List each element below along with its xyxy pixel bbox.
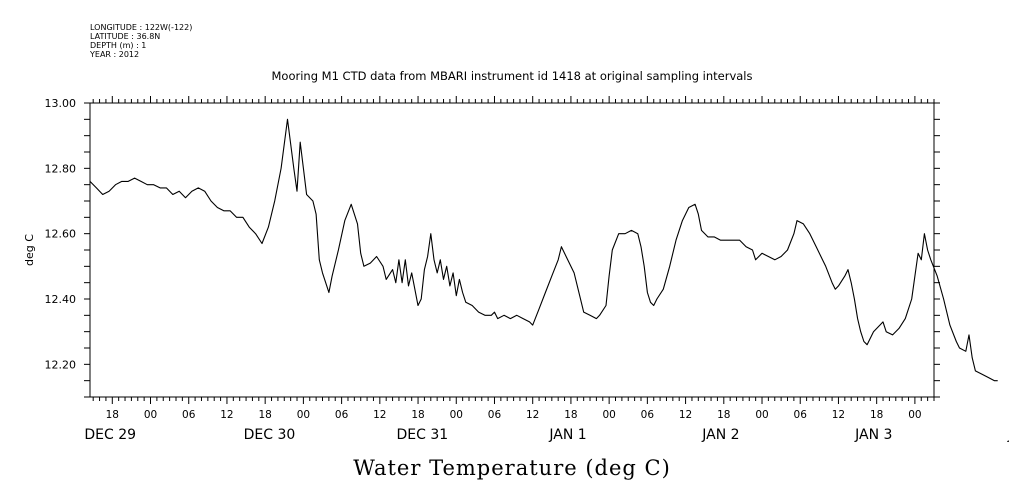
x-hour-label: 06 [182,409,196,421]
x-hour-label: 12 [679,409,692,421]
x-hour-label: 00 [755,409,768,421]
meta-depth: DEPTH (m) : 1 [90,41,146,50]
y-tick-label: 13.00 [45,97,77,110]
series-line [89,118,998,382]
y-axis-label: deg C [23,234,36,266]
meta-longitude: LONGITUDE : 122W(-122) [90,23,192,32]
x-hour-label: 18 [717,409,730,421]
x-hour-label: 06 [794,409,808,421]
x-hour-label: 00 [297,409,310,421]
meta-latitude: LATITUDE : 36.8N [90,32,160,41]
y-axis: 13.00 12.80 12.60 12.40 12.20 [45,97,940,398]
y-tick-label: 12.60 [45,228,77,241]
x-day-label: DEC 31 [396,427,448,443]
x-day-label: DEC 29 [84,427,136,443]
x-hour-label: 18 [564,409,577,421]
x-day-label: JAN 3 [854,427,892,443]
plot-frame [89,102,935,398]
x-day-label: DEC 30 [244,427,296,443]
x-hour-label: 18 [870,409,883,421]
x-hour-label: 06 [488,409,502,421]
x-hour-label: 00 [602,409,615,421]
x-day-label: JAN 4 [1007,427,1009,443]
x-day-label: JAN 1 [548,427,586,443]
metadata-block: LONGITUDE : 122W(-122) LATITUDE : 36.8N … [89,23,192,59]
x-hour-label: 18 [258,409,271,421]
meta-year: YEAR : 2012 [89,50,139,59]
x-hour-label: 12 [220,409,233,421]
x-hour-label: 12 [832,409,845,421]
series-layer [89,118,998,382]
chart-title: Mooring M1 CTD data from MBARI instrumen… [272,69,753,83]
x-hour-label: 00 [144,409,157,421]
x-hour-label: 00 [908,409,921,421]
x-axis: 18 00 06 12 18 00 06 12 18 00 06 12 18 00 06 12 18 00 06 12… [84,96,1009,443]
y-tick-label: 12.40 [45,293,77,306]
x-hour-label: 00 [450,409,463,421]
x-hour-label: 06 [641,409,655,421]
y-tick-label: 12.80 [45,162,77,175]
y-tick-label: 12.20 [45,358,77,371]
x-hour-label: 18 [411,409,424,421]
x-hour-label: 12 [526,409,539,421]
x-axis-label: Water Temperature (deg C) [353,456,671,480]
x-day-label: JAN 2 [701,427,739,443]
x-hour-label: 12 [373,409,386,421]
x-hour-label: 06 [335,409,349,421]
x-hour-label: 18 [106,409,119,421]
